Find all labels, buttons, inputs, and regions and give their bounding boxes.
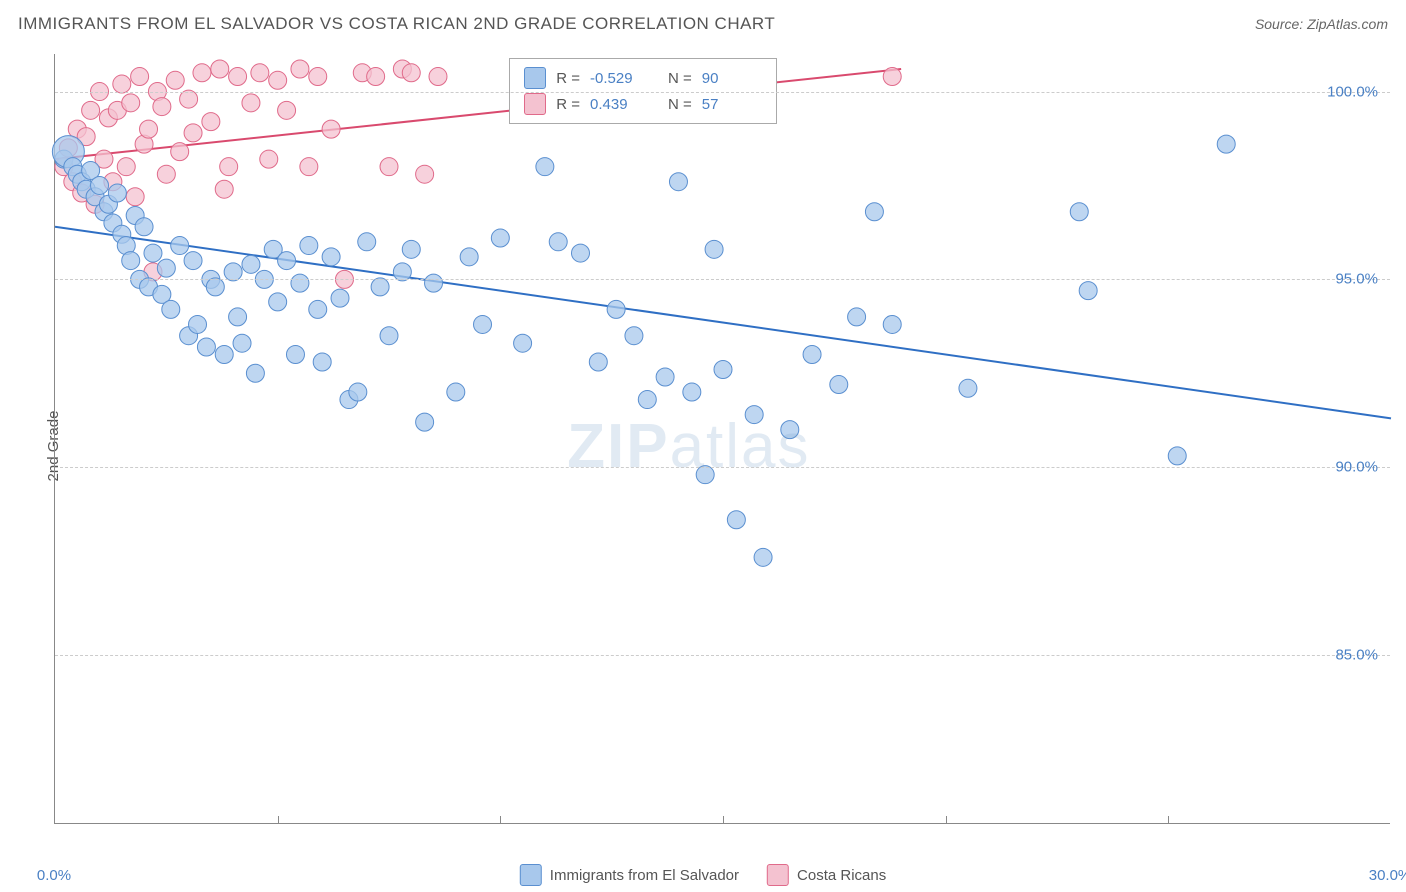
source-label: Source: ZipAtlas.com	[1255, 16, 1388, 32]
legend-label: Costa Ricans	[797, 867, 886, 884]
gridline	[55, 655, 1390, 656]
x-tick-label: 0.0%	[37, 867, 71, 884]
source-prefix: Source:	[1255, 16, 1307, 32]
legend-item-el-salvador: Immigrants from El Salvador	[520, 864, 739, 886]
swatch-icon	[767, 864, 789, 886]
scatter-plot	[55, 54, 1390, 823]
plot-area: ZIPatlas R =-0.529N =90R =0.439N =57 85.…	[54, 54, 1390, 824]
y-tick-label: 100.0%	[1327, 83, 1378, 100]
y-tick-label: 85.0%	[1335, 646, 1378, 663]
gridline	[55, 467, 1390, 468]
source-value: ZipAtlas.com	[1307, 16, 1388, 32]
x-tick-mark	[500, 816, 501, 824]
y-tick-label: 90.0%	[1335, 459, 1378, 476]
swatch-icon	[524, 67, 546, 89]
gridline	[55, 279, 1390, 280]
legend-label: Immigrants from El Salvador	[550, 867, 739, 884]
x-tick-mark	[946, 816, 947, 824]
chart-title: IMMIGRANTS FROM EL SALVADOR VS COSTA RIC…	[18, 14, 775, 34]
x-tick-label: 30.0%	[1369, 867, 1406, 884]
gridline	[55, 92, 1390, 93]
x-tick-mark	[723, 816, 724, 824]
swatch-icon	[520, 864, 542, 886]
legend-correlation-row: R =0.439N =57	[524, 91, 762, 117]
x-tick-mark	[278, 816, 279, 824]
y-tick-label: 95.0%	[1335, 271, 1378, 288]
title-bar: IMMIGRANTS FROM EL SALVADOR VS COSTA RIC…	[0, 0, 1406, 44]
legend-item-costa-ricans: Costa Ricans	[767, 864, 886, 886]
swatch-icon	[524, 93, 546, 115]
series-legend: Immigrants from El Salvador Costa Ricans	[520, 864, 886, 886]
legend-correlation-row: R =-0.529N =90	[524, 65, 762, 91]
x-tick-mark	[1168, 816, 1169, 824]
